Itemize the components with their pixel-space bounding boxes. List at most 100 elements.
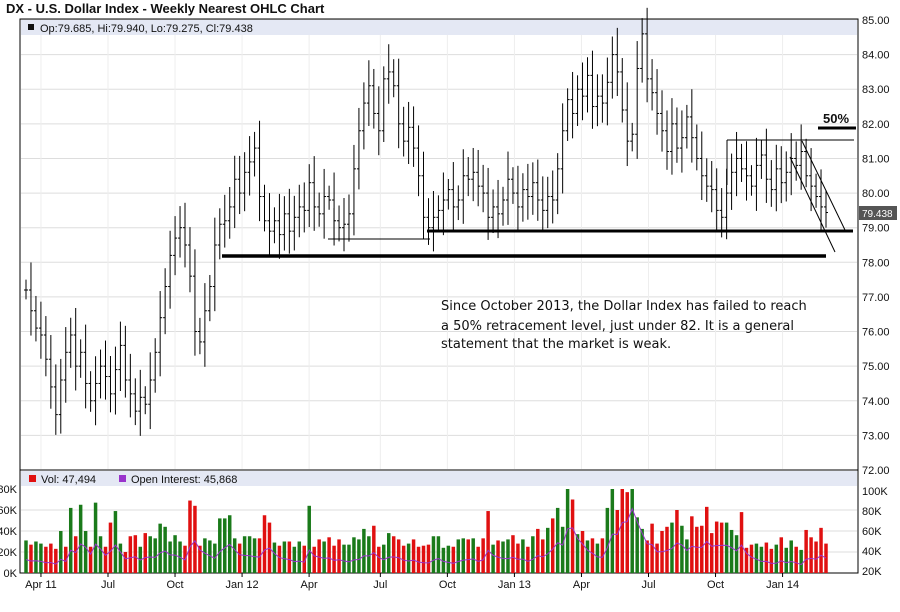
volume-bar <box>123 552 128 573</box>
volume-bar <box>88 546 93 573</box>
price-tick-label: 82.00 <box>862 119 890 131</box>
volume-bar <box>794 546 798 573</box>
volume-bar <box>809 537 813 573</box>
volume-bar <box>700 525 704 573</box>
volume-bar <box>695 526 699 573</box>
volume-bar <box>546 527 550 573</box>
annotation-line-2: a 50% retracement level, just under 82. … <box>441 319 794 334</box>
open-interest-legend-swatch <box>119 475 126 482</box>
volume-bar <box>158 523 162 573</box>
date-tick-label: Jan 12 <box>226 579 259 591</box>
volume-bar <box>685 539 689 573</box>
volume-bar <box>555 507 560 573</box>
volume-bar <box>59 531 63 573</box>
open-interest-tick-label: 20K <box>862 566 882 578</box>
volume-bar <box>342 544 346 573</box>
volume-bar <box>491 544 495 573</box>
volume-bar <box>118 543 123 573</box>
volume-bar <box>362 528 366 573</box>
volume-bar <box>352 537 356 573</box>
volume-bar <box>575 534 580 573</box>
price-axis: 73.00 74.00 75.00 76.00 77.00 78.00 79.00 80.00… <box>862 15 890 477</box>
volume-bar <box>317 539 321 573</box>
volume-bar <box>83 531 88 573</box>
volume-tick-label: 40K <box>0 526 18 538</box>
price-tick-label: 76.00 <box>862 327 890 339</box>
date-tick-label: Jul <box>641 579 655 591</box>
date-tick-label: Jan 14 <box>766 579 799 591</box>
volume-bar <box>456 539 461 573</box>
volume-bar <box>247 536 252 573</box>
volume-bar <box>277 545 282 573</box>
volume-bar <box>367 536 371 573</box>
volume-bar <box>128 536 133 573</box>
volume-bar <box>292 546 297 573</box>
volume-bar <box>466 539 470 573</box>
volume-bar <box>372 525 376 573</box>
volume-bar <box>431 536 436 573</box>
open-interest-tick-label: 40K <box>862 546 882 558</box>
volume-bar <box>34 541 38 573</box>
volume-tick-label: 20K <box>0 547 18 559</box>
volume-bar <box>257 538 262 573</box>
volume-bar <box>521 539 525 573</box>
volume-bar <box>719 522 724 573</box>
price-tick-label: 85.00 <box>862 15 890 27</box>
open-interest-line <box>25 507 827 566</box>
volume-bar <box>610 489 615 573</box>
volume-bar <box>615 510 620 573</box>
price-tick-label: 72.00 <box>862 465 890 477</box>
volume-bar <box>237 543 242 573</box>
ohlc-legend: Op:79.685, Hi:79.940, Lo:79.275, Cl:79.4… <box>40 23 253 35</box>
volume-bar <box>734 535 739 573</box>
volume-bar <box>436 536 441 573</box>
volume-bar <box>645 540 649 573</box>
volume-bar <box>714 521 719 573</box>
ohlc-legend-marker <box>28 24 34 30</box>
volume-bar <box>426 544 431 573</box>
volume-bar <box>769 548 774 573</box>
volume-bar <box>382 544 386 573</box>
volume-bar <box>754 543 759 573</box>
volume-bar <box>814 541 818 573</box>
volume-bar <box>103 546 108 573</box>
volume-bar <box>739 512 744 573</box>
volume-bar <box>630 489 634 573</box>
volume-legend-swatch <box>29 475 36 482</box>
price-tick-label: 79.00 <box>862 223 890 235</box>
volume-bar <box>655 543 659 573</box>
volume-bar <box>242 536 247 573</box>
volume-bar <box>605 507 610 573</box>
volume-bar <box>680 525 684 573</box>
date-tick-label: Oct <box>707 579 724 591</box>
volume-bar <box>824 543 828 573</box>
price-tick-label: 77.00 <box>862 292 890 304</box>
price-tick-label: 73.00 <box>862 430 890 442</box>
volume-bar <box>203 538 207 573</box>
price-bars <box>24 7 828 436</box>
volume-bar <box>208 540 212 573</box>
volume-bar <box>401 545 406 573</box>
volume-bar <box>526 546 530 573</box>
volume-bar <box>312 546 316 573</box>
volume-bar <box>665 526 669 573</box>
date-tick-label: Oct <box>439 579 456 591</box>
volume-bar <box>168 541 172 573</box>
volume-bar <box>501 541 505 573</box>
volume-bar <box>78 504 83 573</box>
volume-bar <box>218 518 222 573</box>
date-tick-label: Oct <box>166 579 183 591</box>
volume-bar <box>590 538 595 573</box>
volume-bar <box>68 507 73 573</box>
annotation-line-3: statement that the market is weak. <box>441 337 671 352</box>
volume-bar <box>451 546 456 573</box>
volume-bar <box>640 528 644 573</box>
price-tick-label: 78.00 <box>862 257 890 269</box>
price-gridlines <box>21 19 857 469</box>
volume-bar <box>93 502 98 573</box>
volume-bar <box>516 543 520 573</box>
volume-bar <box>441 547 446 573</box>
trend-lines <box>222 126 856 258</box>
open-interest-legend: Open Interest: 45,868 <box>131 474 237 486</box>
open-interest-tick-label: 60K <box>862 526 882 538</box>
